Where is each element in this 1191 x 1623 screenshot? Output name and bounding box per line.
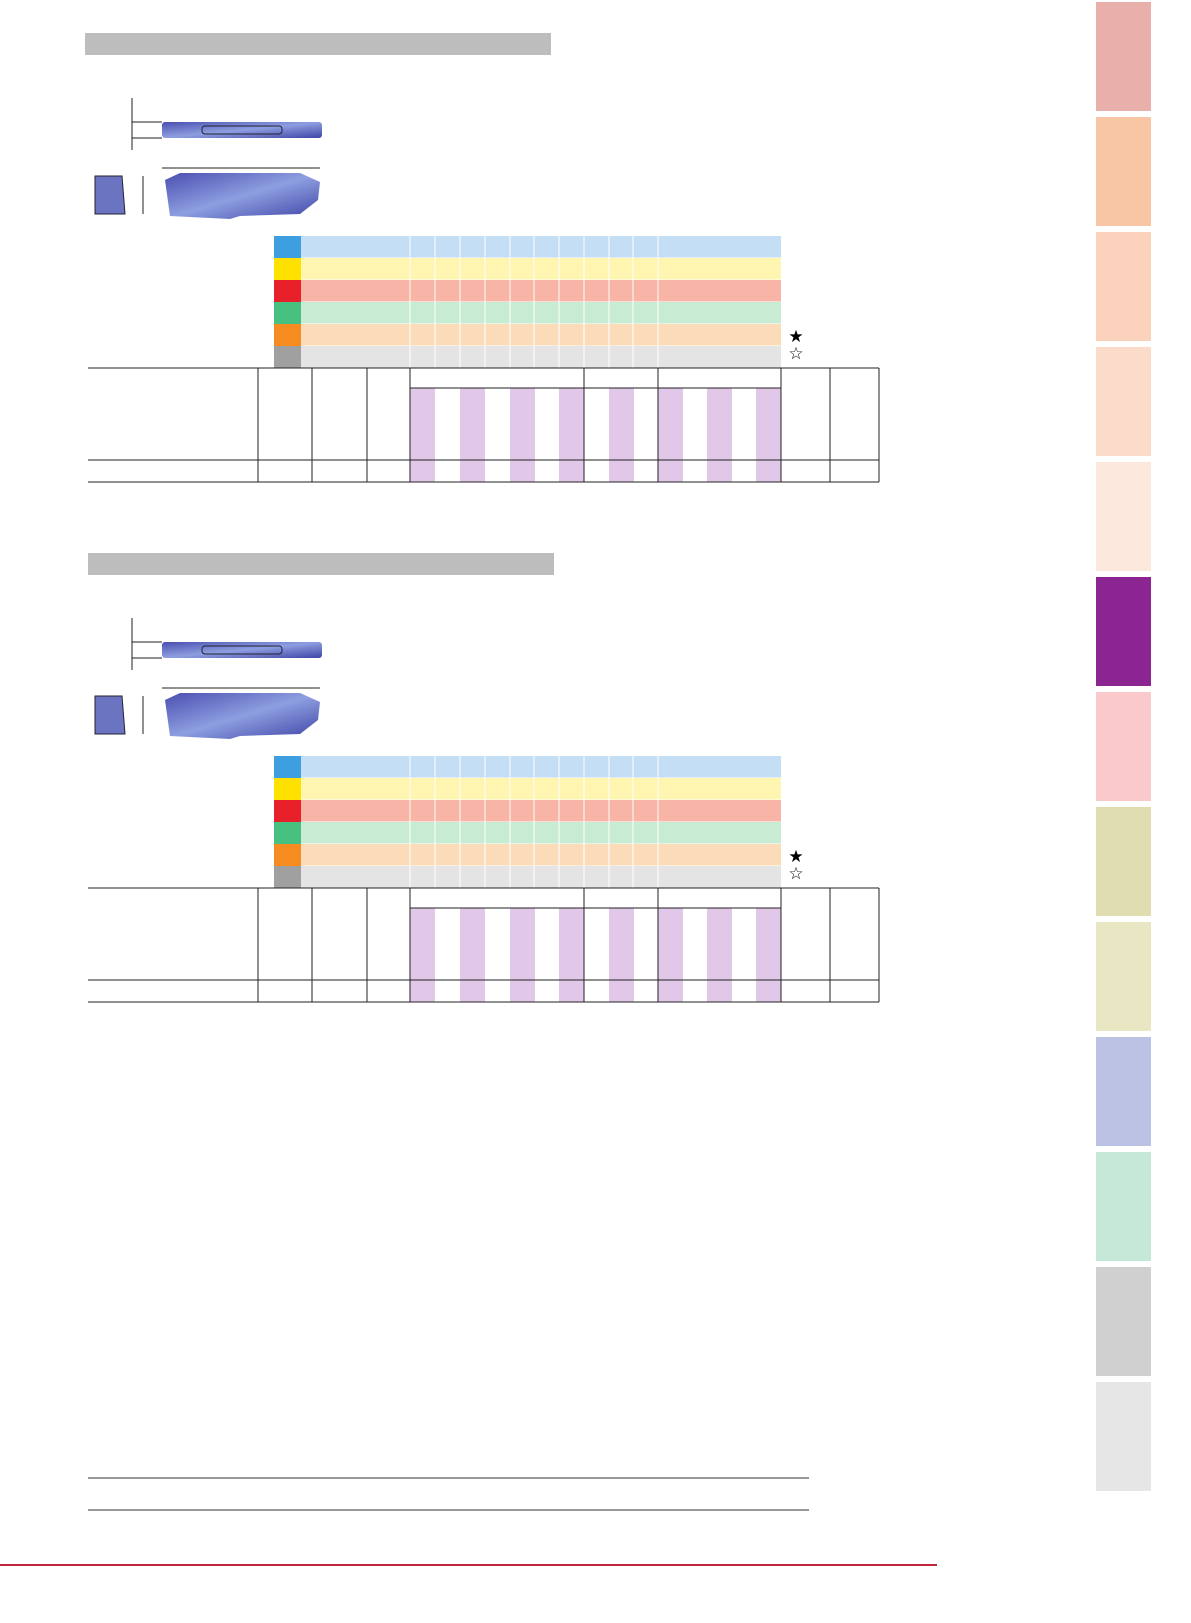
stripe (559, 388, 584, 482)
grade-row (301, 302, 781, 324)
insert-top-view (162, 122, 322, 138)
side-tab (1096, 1037, 1151, 1146)
grade-row (301, 756, 781, 778)
grade-swatch (274, 324, 301, 346)
side-tab (1096, 232, 1151, 341)
stripe (510, 388, 535, 482)
stripe (658, 908, 683, 1002)
stripe (460, 388, 485, 482)
side-tab (1096, 2, 1151, 111)
side-tab (1096, 577, 1151, 686)
grade-row (301, 844, 781, 866)
legend-symbol: ☆ (788, 864, 803, 884)
side-tab (1096, 692, 1151, 801)
section-header (85, 33, 551, 55)
side-tab (1096, 1152, 1151, 1261)
grade-swatch (274, 778, 301, 800)
side-tab (1096, 1267, 1151, 1376)
section-header (88, 553, 554, 575)
insert-side-view (165, 693, 320, 739)
stripe (410, 908, 435, 1002)
grade-swatch (274, 800, 301, 822)
grade-row (301, 866, 781, 888)
grade-swatch (274, 236, 301, 258)
side-tab (1096, 1382, 1151, 1491)
grade-swatch (274, 258, 301, 280)
stripe (756, 908, 781, 1002)
stripe (510, 908, 535, 1002)
stripe (609, 908, 634, 1002)
grade-swatch (274, 302, 301, 324)
stripe (609, 388, 634, 482)
grade-swatch (274, 346, 301, 368)
insert-slot (201, 645, 283, 655)
grade-row (301, 822, 781, 844)
side-tab (1096, 462, 1151, 571)
grade-row (301, 324, 781, 346)
stripe (410, 388, 435, 482)
grade-swatch (274, 756, 301, 778)
grade-row (301, 346, 781, 368)
insert-top-view (162, 642, 322, 658)
grade-swatch (274, 280, 301, 302)
grade-row (301, 258, 781, 280)
grade-row (301, 280, 781, 302)
insert-slot (201, 125, 283, 135)
grade-swatch (274, 844, 301, 866)
legend-symbol: ★ (788, 847, 803, 867)
stripe (658, 388, 683, 482)
stripe (460, 908, 485, 1002)
stripe (707, 388, 732, 482)
side-tab (1096, 922, 1151, 1031)
stripe (756, 388, 781, 482)
stripe (559, 908, 584, 1002)
grade-row (301, 236, 781, 258)
grade-row (301, 800, 781, 822)
stripe (707, 908, 732, 1002)
side-tab (1096, 807, 1151, 916)
legend-symbol: ☆ (788, 344, 803, 364)
side-tab (1096, 347, 1151, 456)
grade-swatch (274, 866, 301, 888)
insert-side-view (165, 173, 320, 219)
holder-sketch (94, 695, 126, 735)
grade-row (301, 778, 781, 800)
grade-swatch (274, 822, 301, 844)
holder-sketch (94, 175, 126, 215)
side-tab (1096, 117, 1151, 226)
legend-symbol: ★ (788, 327, 803, 347)
